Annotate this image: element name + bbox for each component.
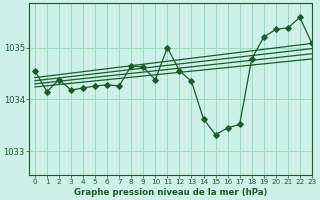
X-axis label: Graphe pression niveau de la mer (hPa): Graphe pression niveau de la mer (hPa) (74, 188, 267, 197)
